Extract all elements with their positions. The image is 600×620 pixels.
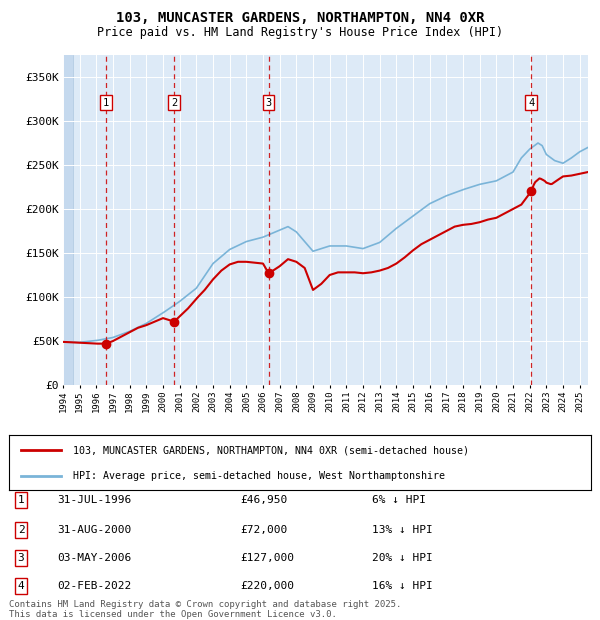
Text: £72,000: £72,000 (240, 525, 287, 535)
Text: HPI: Average price, semi-detached house, West Northamptonshire: HPI: Average price, semi-detached house,… (73, 471, 445, 481)
Text: 02-FEB-2022: 02-FEB-2022 (57, 581, 131, 591)
Text: 4: 4 (17, 581, 25, 591)
Text: £46,950: £46,950 (240, 495, 287, 505)
Text: 20% ↓ HPI: 20% ↓ HPI (372, 553, 433, 563)
Text: Contains HM Land Registry data © Crown copyright and database right 2025.
This d: Contains HM Land Registry data © Crown c… (9, 600, 401, 619)
Text: 4: 4 (528, 98, 534, 108)
Text: 16% ↓ HPI: 16% ↓ HPI (372, 581, 433, 591)
Text: 3: 3 (265, 98, 272, 108)
Text: 3: 3 (17, 553, 25, 563)
Text: 13% ↓ HPI: 13% ↓ HPI (372, 525, 433, 535)
Text: 31-JUL-1996: 31-JUL-1996 (57, 495, 131, 505)
Text: 6% ↓ HPI: 6% ↓ HPI (372, 495, 426, 505)
Text: 1: 1 (103, 98, 109, 108)
Text: Price paid vs. HM Land Registry's House Price Index (HPI): Price paid vs. HM Land Registry's House … (97, 26, 503, 39)
Text: 2: 2 (17, 525, 25, 535)
Text: 103, MUNCASTER GARDENS, NORTHAMPTON, NN4 0XR: 103, MUNCASTER GARDENS, NORTHAMPTON, NN4… (116, 11, 484, 25)
Text: £127,000: £127,000 (240, 553, 294, 563)
Text: £220,000: £220,000 (240, 581, 294, 591)
Text: 1: 1 (17, 495, 25, 505)
Text: 103, MUNCASTER GARDENS, NORTHAMPTON, NN4 0XR (semi-detached house): 103, MUNCASTER GARDENS, NORTHAMPTON, NN4… (73, 445, 469, 456)
Text: 2: 2 (171, 98, 177, 108)
Text: 31-AUG-2000: 31-AUG-2000 (57, 525, 131, 535)
Text: 03-MAY-2006: 03-MAY-2006 (57, 553, 131, 563)
